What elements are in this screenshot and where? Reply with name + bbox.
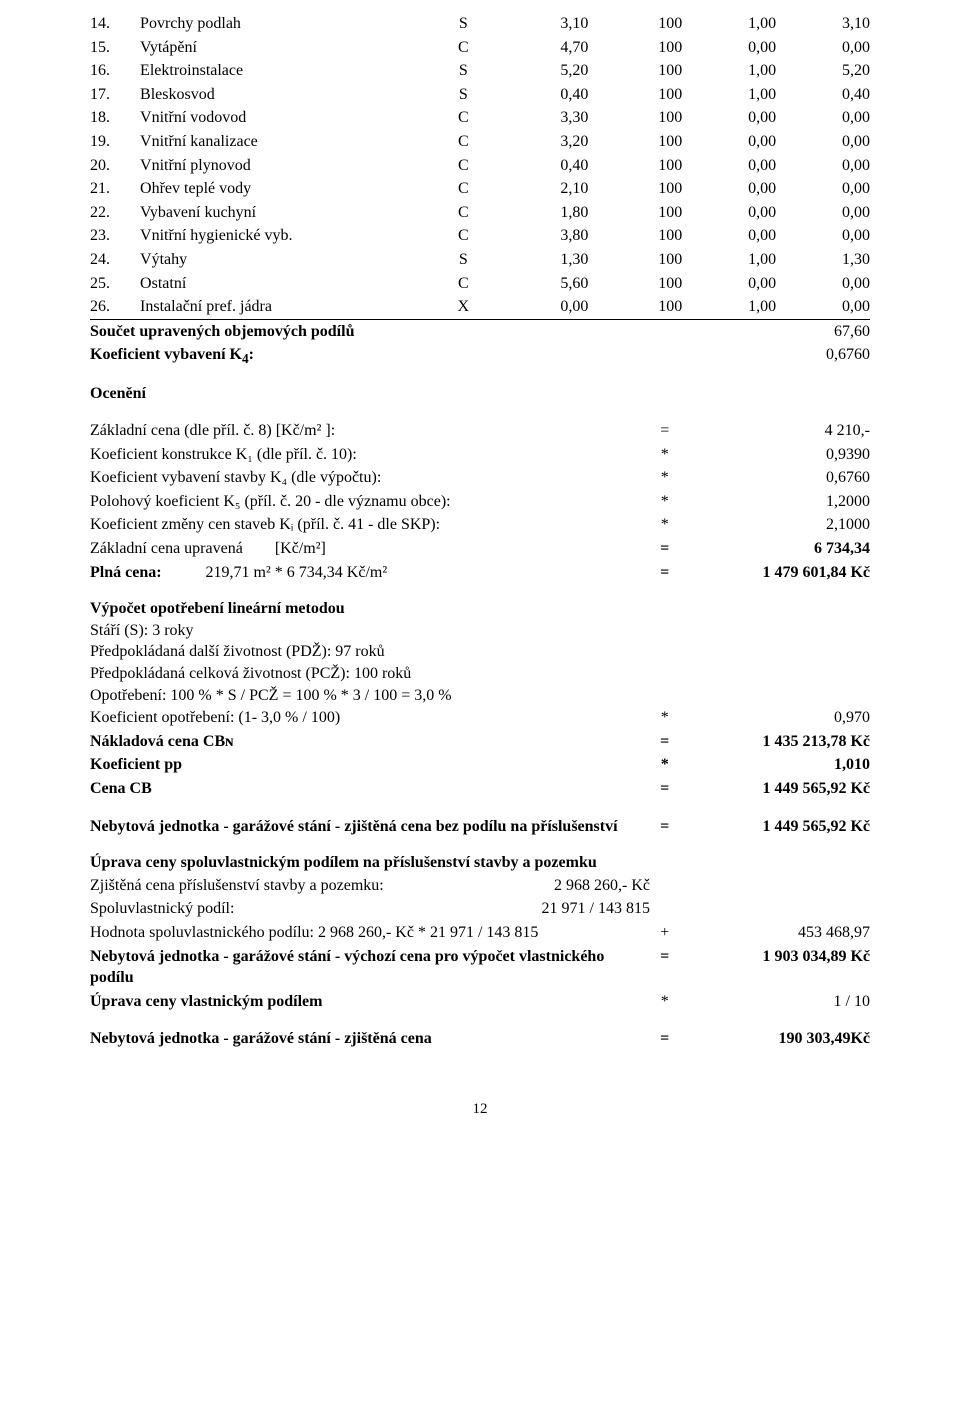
uprava2-label: Úprava ceny vlastnickým podílem	[90, 990, 644, 1014]
hodnota-op: +	[644, 921, 685, 945]
oceneni-title: Ocenění	[90, 383, 870, 405]
uprava2-val: 1 / 10	[685, 990, 870, 1014]
calc-table-2: Koeficient opotřebení: (1- 3,0 % / 100)*…	[90, 706, 870, 800]
sum-label-1: Součet upravených objemových podílů	[90, 319, 774, 343]
sum-val-2: 0,6760	[774, 343, 870, 369]
table-row: 24.VýtahyS1,301001,001,30	[90, 248, 870, 272]
calc-row: Základní cena (dle příl. č. 8) [Kč/m² ]:…	[90, 419, 870, 443]
opo-lines: Stáří (S): 3 rokyPředpokládaná další živ…	[90, 620, 870, 706]
calc-row: Koeficient opotřebení: (1- 3,0 % / 100)*…	[90, 706, 870, 730]
nj3-val: 190 303,49Kč	[685, 1027, 870, 1051]
opo-title: Výpočet opotřebení lineární metodou	[90, 598, 870, 620]
zcu-val: 6 734,34	[685, 537, 870, 561]
text-line: Předpokládaná celková životnost (PCŽ): 1…	[90, 663, 870, 685]
page-number: 12	[90, 1099, 870, 1119]
calc-row: Koeficient vybavení stavby K₄ (dle výpoč…	[90, 466, 870, 490]
sum-val-1: 67,60	[774, 319, 870, 343]
table-row: 15.VytápěníC4,701000,000,00	[90, 36, 870, 60]
nj1-label: Nebytová jednotka - garážové stání - zji…	[90, 815, 644, 839]
table-row: 20.Vnitřní plynovodC0,401000,000,00	[90, 154, 870, 178]
plna-op: =	[644, 561, 685, 585]
uprava2-op: *	[644, 990, 685, 1014]
nj3-op: =	[644, 1027, 685, 1051]
nj3-table: Nebytová jednotka - garážové stání - zji…	[90, 1027, 870, 1051]
nj1-table: Nebytová jednotka - garážové stání - zji…	[90, 815, 870, 839]
konstrukce-table: 14.Povrchy podlahS3,101001,003,1015.Vytá…	[90, 12, 870, 319]
calc-row: Koeficient změny cen staveb Kᵢ (příl. č.…	[90, 513, 870, 537]
table-row: 16.ElektroinstalaceS5,201001,005,20	[90, 59, 870, 83]
table-row: 22.Vybavení kuchyníC1,801000,000,00	[90, 201, 870, 225]
sum-table: Součet upravených objemových podílů 67,6…	[90, 319, 870, 370]
nj2-op: =	[644, 945, 685, 990]
text-line: Stáří (S): 3 roky	[90, 620, 870, 642]
table-row: 25.OstatníC5,601000,000,00	[90, 272, 870, 296]
table-row: 18.Vnitřní vodovodC3,301000,000,00	[90, 106, 870, 130]
text-line: Spoluvlastnický podíl:21 971 / 143 815	[90, 897, 650, 921]
calc-row: Koeficient pp*1,010	[90, 753, 870, 777]
table-row: 17.BleskosvodS0,401001,000,40	[90, 83, 870, 107]
nj1-val: 1 449 565,92 Kč	[685, 815, 870, 839]
nj2-label: Nebytová jednotka - garážové stání - výc…	[90, 945, 644, 990]
calc-row: Nákladová cena CBɴ=1 435 213,78 Kč	[90, 730, 870, 754]
plna-label: Plná cena: 219,71 m² * 6 734,34 Kč/m²	[90, 561, 644, 585]
calc-row: Cena CB=1 449 565,92 Kč	[90, 777, 870, 801]
hodnota-label: Hodnota spoluvlastnického podílu: 2 968 …	[90, 921, 644, 945]
calc-table-3: Hodnota spoluvlastnického podílu: 2 968 …	[90, 921, 870, 1013]
sum-label-2: Koeficient vybavení K4:	[90, 343, 774, 369]
nj3-label: Nebytová jednotka - garážové stání - zji…	[90, 1027, 644, 1051]
uprava-lines: Zjištěná cena příslušenství stavby a poz…	[90, 874, 650, 921]
hodnota-val: 453 468,97	[685, 921, 870, 945]
zcu-label: Základní cena upravená [Kč/m²]	[90, 537, 644, 561]
nj2-val: 1 903 034,89 Kč	[685, 945, 870, 990]
text-line: Opotřebení: 100 % * S / PCŽ = 100 % * 3 …	[90, 685, 870, 707]
uprava-title: Úprava ceny spoluvlastnickým podílem na …	[90, 852, 870, 874]
table-row: 26.Instalační pref. jádraX0,001001,000,0…	[90, 295, 870, 319]
table-row: 14.Povrchy podlahS3,101001,003,10	[90, 12, 870, 36]
table-row: 19.Vnitřní kanalizaceC3,201000,000,00	[90, 130, 870, 154]
calc-row: Polohový koeficient K₅ (příl. č. 20 - dl…	[90, 490, 870, 514]
table-row: 21.Ohřev teplé vodyC2,101000,000,00	[90, 177, 870, 201]
plna-val: 1 479 601,84 Kč	[685, 561, 870, 585]
text-line: Předpokládaná další životnost (PDŽ): 97 …	[90, 641, 870, 663]
nj1-op: =	[644, 815, 685, 839]
text-line: Zjištěná cena příslušenství stavby a poz…	[90, 874, 650, 898]
zcu-op: =	[644, 537, 685, 561]
calc-table-1: Základní cena (dle příl. č. 8) [Kč/m² ]:…	[90, 419, 870, 584]
table-row: 23.Vnitřní hygienické vyb.C3,801000,000,…	[90, 224, 870, 248]
calc-row: Koeficient konstrukce K₁ (dle příl. č. 1…	[90, 443, 870, 467]
